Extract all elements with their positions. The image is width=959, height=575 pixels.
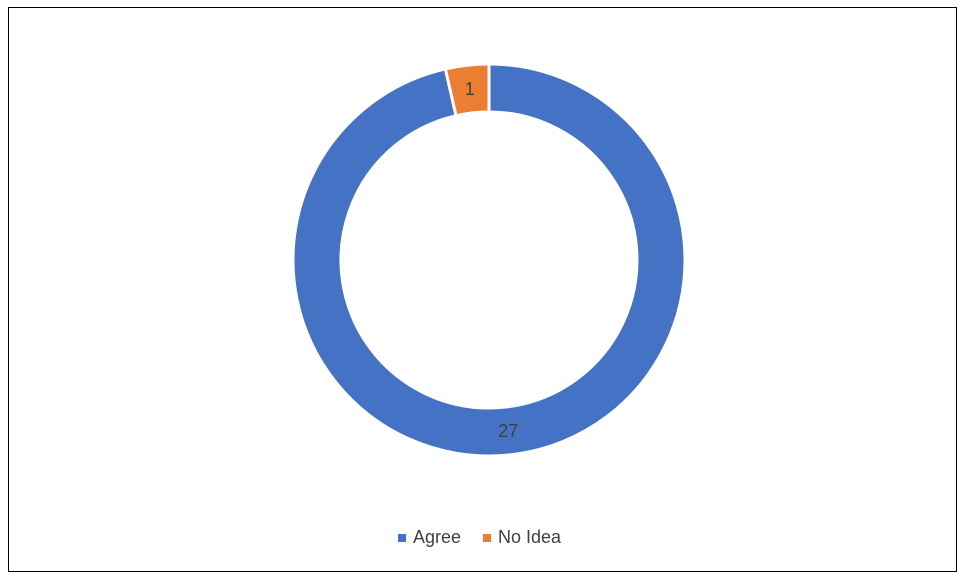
donut-segment-agree xyxy=(291,62,687,458)
chart-legend: Agree No Idea xyxy=(0,527,959,548)
donut-segment-no-idea xyxy=(443,62,491,118)
legend-swatch-agree xyxy=(397,533,406,542)
legend-label-no-idea: No Idea xyxy=(498,527,562,547)
legend-item-no-idea: No Idea xyxy=(483,527,561,548)
data-label-agree: 27 xyxy=(498,421,518,441)
legend-swatch-no-idea xyxy=(483,533,491,542)
legend-item-agree: Agree xyxy=(397,527,461,548)
legend-label-agree: Agree xyxy=(412,527,461,547)
data-label-no-idea: 1 xyxy=(465,79,475,99)
